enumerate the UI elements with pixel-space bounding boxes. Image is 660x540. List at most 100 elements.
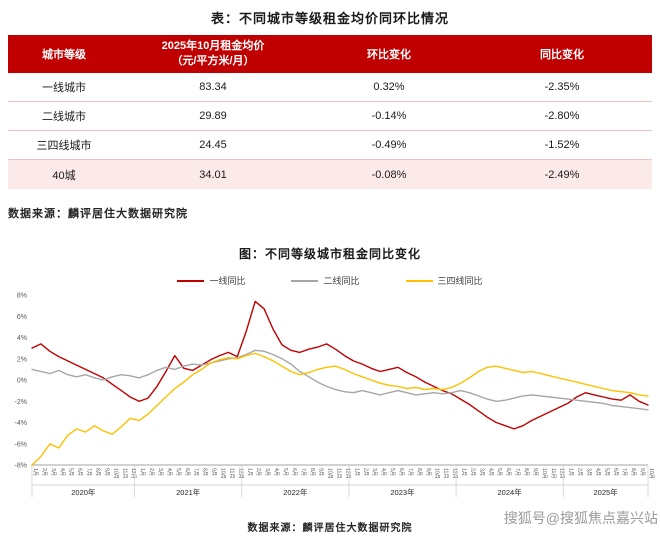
x-axis-month-label: 2月	[469, 468, 476, 476]
x-axis-month-label: 2月	[362, 468, 369, 476]
x-axis-month-label: 4月	[380, 468, 387, 476]
cell-mom: -0.49%	[371, 139, 407, 151]
x-axis-month-label: 3月	[371, 468, 378, 476]
y-axis-tick-label: 8%	[17, 293, 27, 300]
x-axis-month-label: 11月	[121, 468, 128, 479]
cell-yoy: -2.80%	[544, 110, 580, 122]
series-line-0	[31, 300, 649, 430]
y-axis-tick-label: -6%	[15, 441, 27, 448]
cell-mom: -0.14%	[371, 110, 407, 122]
x-axis-month-label: 11月	[228, 468, 235, 479]
x-axis-month-label: 2月	[41, 468, 48, 476]
x-axis-month-label: 10月	[648, 468, 655, 479]
header-cell-avg-price: 2025年10月租金均价 （元/平方米/月）	[120, 36, 306, 72]
x-axis-month-label: 1月	[139, 468, 146, 476]
x-axis-month-label: 12月	[559, 468, 566, 479]
cell-tier: 一线城市	[42, 82, 86, 94]
x-axis-month-label: 8月	[523, 468, 530, 476]
x-axis-month-label: 4月	[273, 468, 280, 476]
x-axis-month-label: 11月	[443, 468, 450, 479]
x-axis-month-label: 4月	[487, 468, 494, 476]
header-cell-avg-price-line2: （元/平方米/月）	[171, 55, 255, 67]
x-axis-month-label: 3月	[264, 468, 271, 476]
x-axis-month-label: 6月	[612, 468, 619, 476]
x-axis-year-label: 2022年	[283, 487, 308, 497]
y-axis-tick-label: 0%	[17, 378, 27, 385]
x-axis-month-label: 10月	[541, 468, 548, 479]
cell-tier: 40城	[52, 169, 76, 182]
x-axis-month-label: 10月	[327, 468, 334, 479]
x-axis-year-label: 2021年	[176, 487, 201, 497]
header-cell-avg-price-line1: 2025年10月租金均价	[161, 40, 265, 53]
legend-label-tier2: 二线同比	[323, 276, 360, 286]
x-axis-month-label: 8月	[202, 468, 209, 476]
x-axis-month-label: 2月	[148, 468, 155, 476]
table-source: 数据来源：麟评居住大数据研究院	[8, 208, 188, 220]
x-axis-month-label: 5月	[603, 468, 610, 476]
x-axis-month-label: 9月	[532, 468, 539, 476]
x-axis-year-label: 2020年	[71, 487, 96, 497]
x-axis-month-label: 4月	[166, 468, 173, 476]
cell-price: 24.45	[199, 139, 227, 151]
x-axis-month-label: 7月	[514, 468, 521, 476]
x-axis-year-label: 2025年	[594, 487, 619, 497]
x-axis-month-label: 8月	[94, 468, 101, 476]
table-row: 三四线城市 24.45 -0.49% -1.52%	[8, 131, 652, 160]
x-axis-month-label: 12月	[452, 468, 459, 479]
x-axis-month-label: 3月	[586, 468, 593, 476]
x-axis-month-label: 9月	[425, 468, 432, 476]
x-axis-month-label: 12月	[237, 468, 244, 479]
tier1-line-icon	[177, 279, 205, 282]
y-axis-tick-label: -2%	[15, 399, 27, 406]
cell-yoy: -2.49%	[544, 168, 580, 181]
x-axis-month-label: 6月	[291, 468, 298, 476]
legend-item-tier2: 二线同比	[291, 274, 360, 287]
cell-mom: 0.32%	[373, 81, 405, 93]
x-axis-month-label: 7月	[621, 468, 628, 476]
x-axis-month-label: 6月	[184, 468, 191, 476]
legend-item-tier34: 三四线同比	[405, 274, 483, 287]
x-axis-month-label: 6月	[77, 468, 84, 476]
x-axis-month-label: 2月	[577, 468, 584, 476]
table-row-highlighted: 40城 34.01 -0.08% -2.49%	[8, 160, 652, 189]
tier34-line-icon	[405, 279, 433, 282]
x-axis-month-label: 9月	[211, 468, 218, 476]
x-axis-month-label: 3月	[157, 468, 164, 476]
x-axis-month-label: 6月	[505, 468, 512, 476]
x-axis-month-label: 5月	[175, 468, 182, 476]
series-line-1	[31, 349, 649, 411]
rent-table: 城市等级 2025年10月租金均价 （元/平方米/月） 环比变化 同比变化 一线…	[8, 35, 652, 189]
x-axis-month-label: 1月	[32, 468, 39, 476]
chart-legend: 一线同比 二线同比 三四线同比	[0, 274, 660, 287]
x-axis-month-label: 7月	[300, 468, 307, 476]
cell-price: 29.89	[199, 110, 227, 122]
header-cell-mom-change: 环比变化	[367, 49, 411, 61]
x-axis-year-label: 2024年	[498, 487, 523, 497]
y-axis-tick-label: 2%	[17, 356, 27, 363]
x-axis-month-label: 1月	[246, 468, 253, 476]
y-axis-tick-label: -4%	[15, 420, 27, 427]
x-axis-month-label: 5月	[68, 468, 75, 476]
x-axis-month-label: 1月	[568, 468, 575, 476]
table-row: 二线城市 29.89 -0.14% -2.80%	[8, 102, 652, 131]
x-axis-month-label: 5月	[496, 468, 503, 476]
legend-label-tier34: 三四线同比	[437, 276, 483, 286]
chart-source: 数据来源：麟评居住大数据研究院	[247, 523, 413, 534]
x-axis-month-label: 3月	[478, 468, 485, 476]
series-line-2	[31, 352, 649, 466]
x-axis-month-label: 4月	[59, 468, 66, 476]
legend-item-tier1: 一线同比	[177, 274, 245, 287]
x-axis-month-label: 7月	[407, 468, 414, 476]
cell-price: 34.01	[199, 168, 227, 181]
x-axis-month-label: 9月	[639, 468, 646, 476]
table-header-row: 城市等级 2025年10月租金均价 （元/平方米/月） 环比变化 同比变化	[8, 35, 652, 73]
x-axis-month-label: 1月	[353, 468, 360, 476]
cell-tier: 二线城市	[42, 111, 86, 123]
trend-chart: 8%6%4%2%0%-2%-4%-6%-8%1月 2月 3月 4月 5月 6月 7月 8月 9月…	[15, 293, 655, 497]
header-cell-yoy-change: 同比变化	[540, 49, 584, 61]
x-axis-year-label: 2023年	[390, 487, 415, 497]
x-axis-month-label: 6月	[398, 468, 405, 476]
x-axis-month-label: 11月	[550, 468, 557, 479]
x-axis-month-label: 8月	[416, 468, 423, 476]
